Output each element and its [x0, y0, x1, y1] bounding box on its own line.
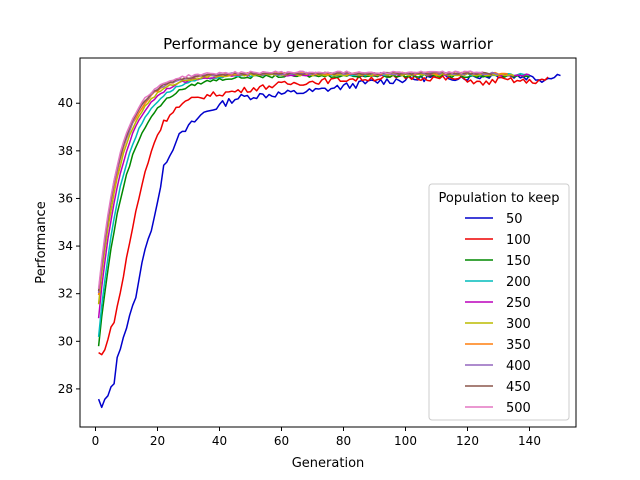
y-tick-label: 30 — [58, 334, 73, 348]
series-line-500 — [97, 70, 484, 289]
legend-label-200: 200 — [506, 275, 531, 290]
series-line-450 — [97, 71, 493, 291]
legend-label-100: 100 — [506, 233, 531, 248]
y-tick-label: 28 — [58, 382, 73, 396]
x-tick-label: 60 — [274, 434, 289, 448]
legend-label-50: 50 — [506, 212, 523, 227]
x-tick-label: 140 — [518, 434, 541, 448]
legend-label-500: 500 — [506, 401, 531, 416]
x-axis-label: Generation — [292, 456, 365, 471]
legend-label-350: 350 — [506, 338, 531, 353]
legend-label-250: 250 — [506, 296, 531, 311]
y-axis-ticks: 28 30 32 34 36 38 40 — [58, 96, 80, 396]
legend-label-150: 150 — [506, 254, 531, 269]
y-axis-label: Performance — [34, 201, 49, 283]
x-tick-label: 120 — [456, 434, 479, 448]
x-axis-ticks: 0 20 40 60 80 100 120 140 — [92, 427, 541, 448]
series-layer — [97, 70, 561, 409]
legend-label-400: 400 — [506, 359, 531, 374]
plot-frame — [79, 57, 577, 428]
x-tick-label: 100 — [394, 434, 417, 448]
x-tick-label: 40 — [212, 434, 227, 448]
x-tick-label: 0 — [92, 434, 100, 448]
legend-title: Population to keep — [439, 191, 560, 206]
legend-label-450: 450 — [506, 380, 531, 395]
series-line-100 — [98, 74, 549, 356]
legend-entries: 50 100 150 200 250 300 350 400 450 500 — [465, 212, 531, 416]
chart-title: Performance by generation for class warr… — [163, 35, 494, 53]
y-tick-label: 32 — [58, 287, 73, 301]
legend-label-300: 300 — [506, 317, 531, 332]
legend: Population to keep 50 100 150 200 250 300 350 4… — [428, 183, 570, 421]
y-tick-label: 34 — [58, 239, 73, 253]
series-line-50 — [97, 73, 561, 409]
y-tick-label: 36 — [58, 191, 73, 205]
x-tick-label: 80 — [336, 434, 351, 448]
y-tick-label: 40 — [58, 96, 73, 110]
y-tick-label: 38 — [58, 144, 73, 158]
legend-box — [428, 183, 570, 421]
x-tick-label: 20 — [150, 434, 165, 448]
